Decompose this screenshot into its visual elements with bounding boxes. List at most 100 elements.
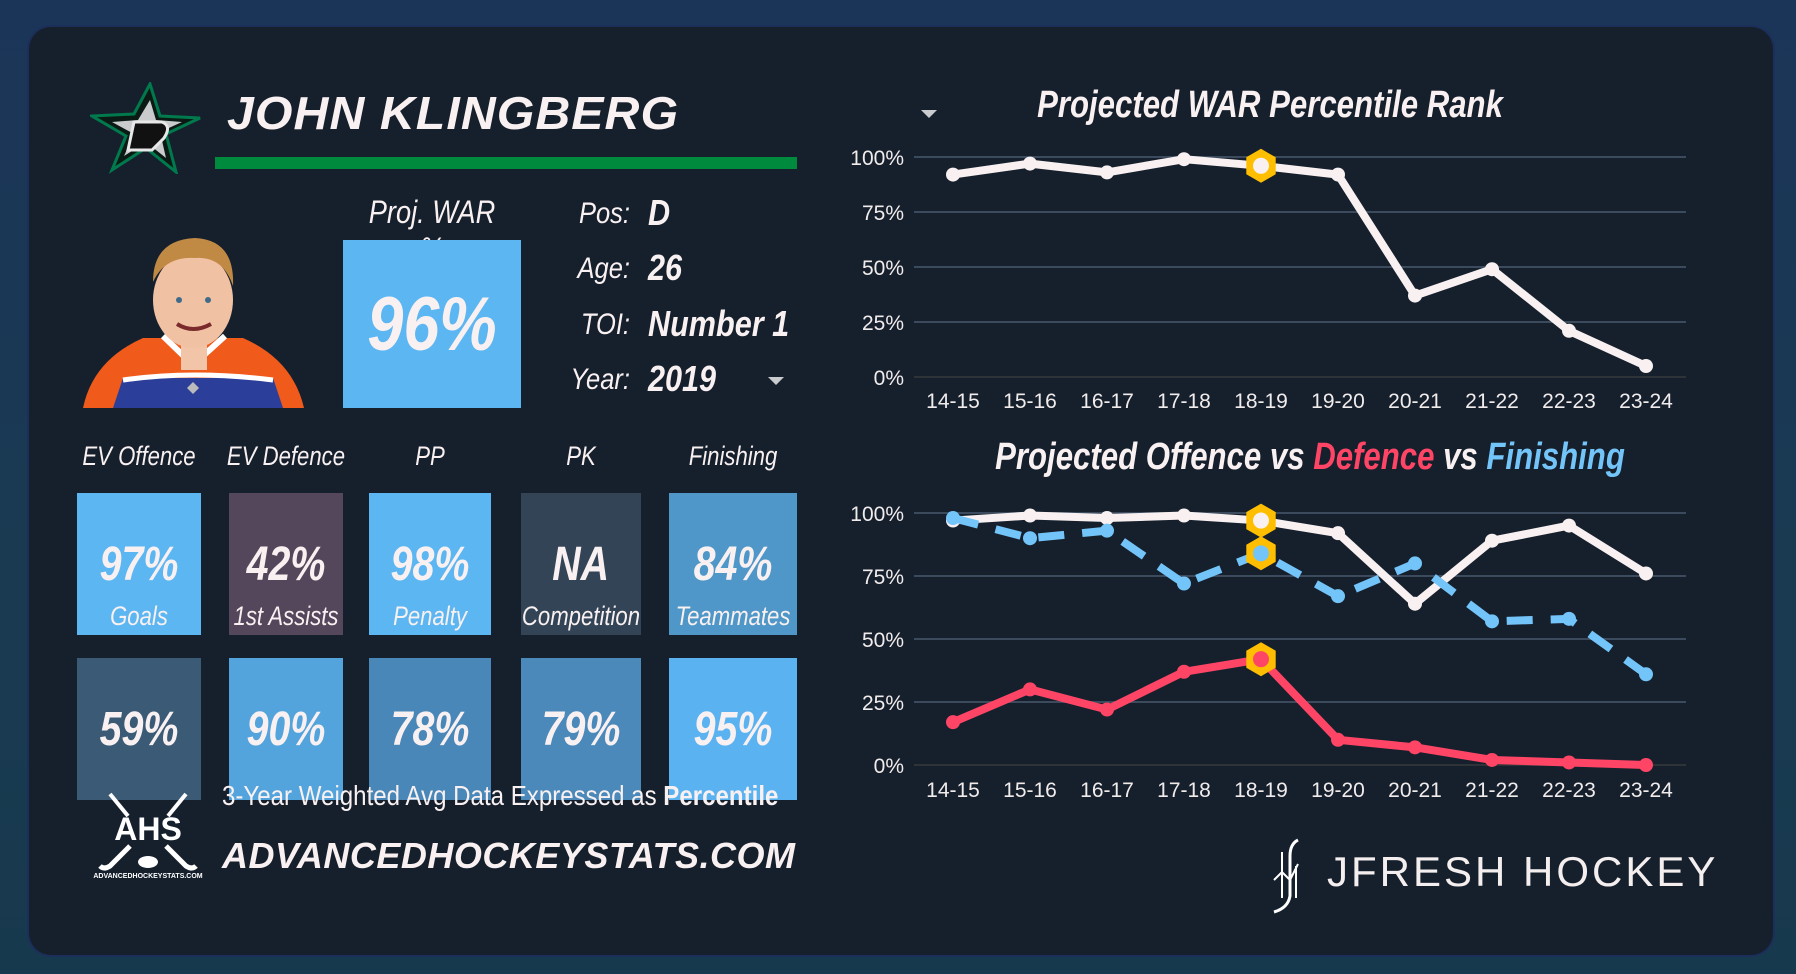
data-point[interactable] [1100,702,1114,717]
series-line-war [952,155,1648,370]
footer-url[interactable]: ADVANCEDHOCKEYSTATS.COM [222,835,796,876]
data-point[interactable] [1408,288,1422,303]
data-point[interactable] [1408,596,1422,611]
title-underline [215,157,797,169]
data-point[interactable] [1023,531,1037,546]
x-tick-label: 17-18 [1157,390,1211,413]
player-card [29,27,1773,955]
data-point[interactable] [1408,556,1422,571]
data-point[interactable] [1485,262,1499,277]
data-point[interactable] [1023,508,1037,523]
stat-label: EV Defence [226,441,346,471]
age-value: 26 [648,247,683,288]
stat-box: 79% [521,658,641,800]
x-tick-label: 22-23 [1542,779,1596,802]
y-tick-label: 50% [862,257,904,280]
data-point[interactable] [1177,576,1191,591]
data-point[interactable] [1100,511,1114,526]
data-point[interactable] [1485,752,1499,767]
x-tick-label: 14-15 [926,390,980,413]
x-tick-label: 17-18 [1157,779,1211,802]
stat-label: PK [566,441,596,471]
data-point[interactable] [1253,651,1269,668]
stat-label: PP [415,441,445,471]
player-name: JOHN KLINGBERG [227,87,680,139]
ahs-logo-subtext: ADVANCEDHOCKEYSTATS.COM [93,873,202,880]
data-point[interactable] [1331,167,1345,182]
data-point[interactable] [1639,566,1653,581]
data-point[interactable] [1639,758,1653,772]
stat-value: 95% [693,702,773,756]
data-point[interactable] [1408,740,1422,755]
stat-box: 78% [369,658,491,800]
data-point[interactable] [1562,611,1576,626]
data-point[interactable] [946,167,960,182]
x-tick-label: 16-17 [1080,390,1134,413]
data-point[interactable] [1100,523,1114,538]
jfresh-brand: JFRESH HOCKEY [1327,848,1719,895]
stat-value: 42% [246,537,326,591]
stat-box: 90% [229,658,343,800]
data-point[interactable] [1177,152,1191,167]
data-point[interactable] [1100,165,1114,180]
series-line-finishing [951,514,1649,678]
dallas-stars-logo-icon [90,82,201,174]
chart2-title-part: vs [1434,436,1487,478]
data-point[interactable] [1023,156,1037,171]
data-point[interactable] [1562,323,1576,338]
data-point[interactable] [1485,614,1499,629]
stat-label: Goals [110,601,168,631]
player-photo [83,238,304,408]
proj-war-box: 96% [343,240,521,408]
data-point[interactable] [1485,533,1499,548]
stat-value: 79% [541,702,621,756]
x-tick-label: 23-24 [1619,779,1673,802]
y-tick-label: 0% [874,367,904,390]
stat-box: 95% [669,658,797,800]
y-tick-label: 75% [862,566,904,589]
data-point[interactable] [1023,682,1037,697]
stat-label: Teammates [675,601,791,631]
data-point[interactable] [1253,545,1269,562]
data-point[interactable] [1177,664,1191,679]
chevron-down-icon[interactable] [768,377,784,385]
year-value[interactable]: 2019 [648,358,717,399]
stat-box: 42% [229,493,343,635]
footer-note: 3-Year Weighted Avg Data Expressed as Pe… [222,780,778,812]
stat-value: 90% [246,702,326,756]
footer-note-bold: Percentile [663,780,779,811]
data-point[interactable] [946,715,960,730]
footer-note-prefix: 3-Year Weighted Avg Data Expressed as [222,780,664,811]
stat-box: 84% [669,493,797,635]
jfresh-logo-icon [1273,838,1299,914]
ahs-logo-icon: AHS ADVANCEDHOCKEYSTATS.COM [93,792,203,880]
series-line-offence [952,511,1649,608]
y-tick-label: 25% [862,312,904,335]
data-point[interactable] [1331,732,1345,747]
x-tick-label: 19-20 [1311,779,1365,802]
data-point[interactable] [1562,755,1576,770]
pos-label: Pos: [578,197,630,230]
data-point[interactable] [1331,589,1345,604]
x-tick-label: 20-21 [1388,779,1442,802]
data-point[interactable] [1639,359,1653,373]
data-point[interactable] [1562,518,1576,533]
x-tick-label: 14-15 [926,779,980,802]
data-point[interactable] [1331,526,1345,541]
data-point[interactable] [1253,157,1269,174]
x-tick-label: 21-22 [1465,390,1519,413]
stat-box: 98% [369,493,491,635]
data-point[interactable] [946,511,960,526]
y-tick-label: 75% [862,202,904,225]
chart-dropdown-icon[interactable] [921,110,937,118]
stat-value: 97% [99,537,179,591]
chart2-title-part: Projected Offence vs [995,436,1314,478]
stat-label: Finishing [688,441,778,471]
data-point[interactable] [1639,667,1653,682]
stat-label: 1st Assists [233,601,339,631]
y-tick-label: 100% [850,503,904,526]
year-select[interactable]: Year: 2019 [560,355,810,405]
data-point[interactable] [1177,508,1191,523]
data-point[interactable] [1253,512,1269,529]
